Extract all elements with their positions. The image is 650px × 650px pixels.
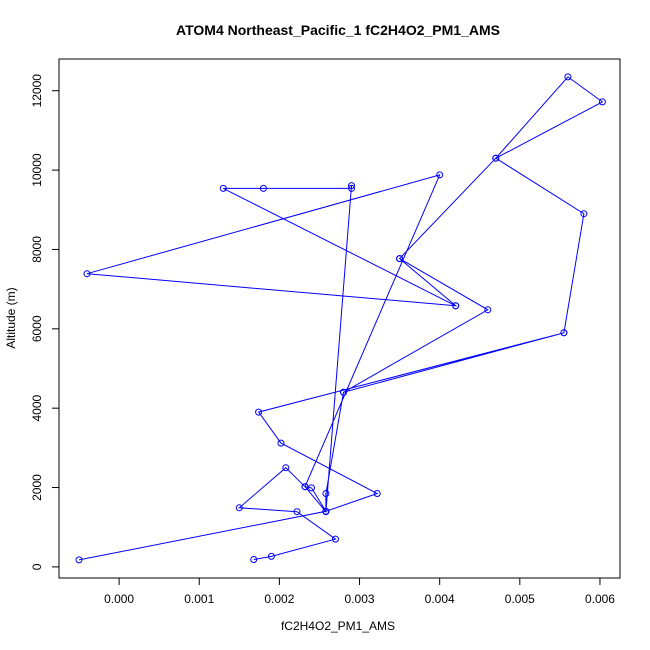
x-tick-label: 0.002	[264, 592, 294, 606]
data-point	[598, 98, 606, 106]
chart-title: ATOM4 Northeast_Pacific_1 fC2H4O2_PM1_AM…	[176, 22, 500, 38]
data-point	[219, 184, 227, 192]
x-axis: 0.000 0.001 0.002 0.003 0.004 0.005 0.006	[104, 577, 615, 606]
x-axis-label: fC2H4O2_PM1_AMS	[281, 619, 395, 633]
data-point	[492, 154, 500, 162]
data-point	[348, 182, 355, 190]
y-axis: 0 2000 4000 6000 8000 10000 12000	[30, 74, 60, 570]
series-altitude-profile	[75, 73, 606, 564]
y-tick-label: 12000	[30, 74, 44, 108]
x-tick-label: 0.000	[104, 592, 134, 606]
data-point	[436, 171, 444, 179]
data-point	[235, 504, 243, 512]
y-tick-label: 8000	[30, 236, 44, 263]
y-tick-label: 2000	[30, 474, 44, 501]
data-point	[340, 388, 347, 396]
data-point	[83, 270, 91, 278]
data-point	[267, 552, 275, 560]
data-point	[255, 408, 263, 416]
y-axis-label: Altitude (m)	[4, 287, 18, 348]
y-tick-label: 0	[30, 563, 44, 570]
data-point	[282, 464, 290, 472]
data-point	[75, 556, 83, 564]
data-point	[373, 490, 381, 497]
series-line	[78, 76, 604, 561]
data-point	[277, 439, 285, 447]
data-point	[322, 490, 330, 497]
data-point	[301, 483, 309, 491]
data-point	[293, 508, 301, 516]
x-tick-label: 0.001	[184, 592, 214, 606]
y-tick-label: 6000	[30, 315, 44, 342]
data-point	[484, 306, 492, 314]
y-tick-label: 4000	[30, 395, 44, 422]
data-point	[332, 535, 339, 543]
data-point	[580, 210, 588, 218]
x-tick-label: 0.005	[505, 592, 535, 606]
data-point	[348, 184, 355, 192]
data-point	[560, 329, 568, 337]
data-point	[452, 302, 460, 310]
x-tick-label: 0.004	[425, 592, 455, 606]
data-point	[259, 184, 267, 192]
data-point	[564, 73, 572, 81]
data-point	[322, 507, 330, 515]
data-point	[308, 484, 315, 492]
data-point	[250, 556, 258, 563]
x-tick-label: 0.003	[345, 592, 375, 606]
data-point	[396, 255, 404, 263]
x-tick-label: 0.006	[585, 592, 615, 606]
y-tick-label: 10000	[30, 153, 44, 187]
